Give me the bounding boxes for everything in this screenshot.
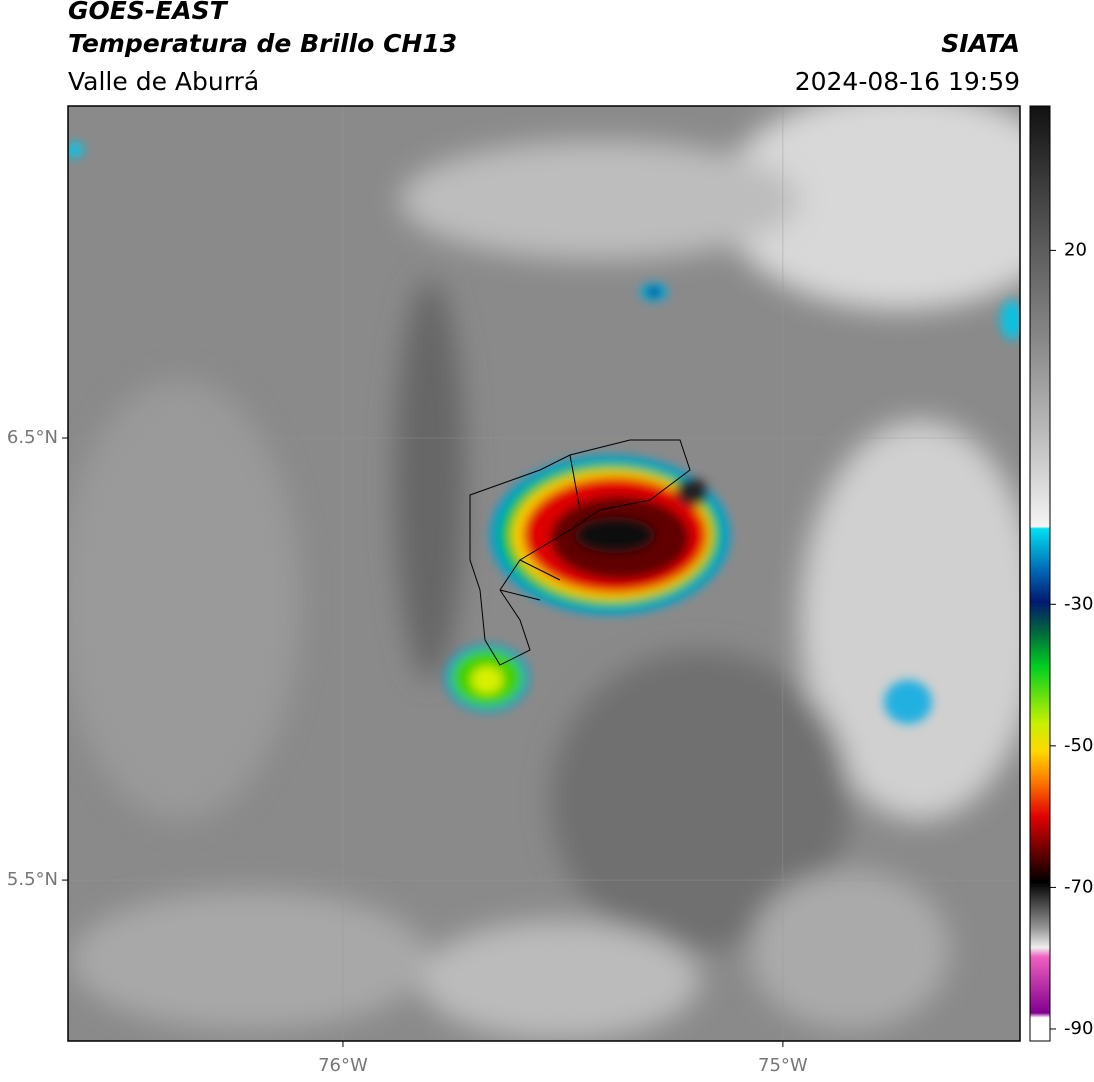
colorbar [1029, 105, 1051, 1042]
satellite-image [68, 106, 1020, 1041]
subtitle: Temperatura de Brillo CH13 [68, 29, 457, 58]
map-frame [67, 105, 1021, 1042]
region: Valle de Aburrá [68, 67, 259, 96]
colorbar-tick-label: -30 [1064, 593, 1093, 614]
title: GOES-EAST [68, 0, 229, 25]
colorbar-tick-label: -50 [1064, 735, 1093, 756]
colorbar-tick-label: -90 [1064, 1018, 1093, 1039]
lon-tick-label: 76°W [318, 1055, 368, 1076]
lon-tick-label: 75°W [758, 1055, 808, 1076]
timestamp: 2024-08-16 19:59 [795, 67, 1020, 96]
colorbar-tick-label: -70 [1064, 876, 1093, 897]
lat-tick-label: 5.5°N [7, 869, 58, 890]
source: SIATA [941, 29, 1020, 58]
colorbar-tick-label: 20 [1064, 239, 1087, 260]
lat-tick-label: 6.5°N [7, 427, 58, 448]
